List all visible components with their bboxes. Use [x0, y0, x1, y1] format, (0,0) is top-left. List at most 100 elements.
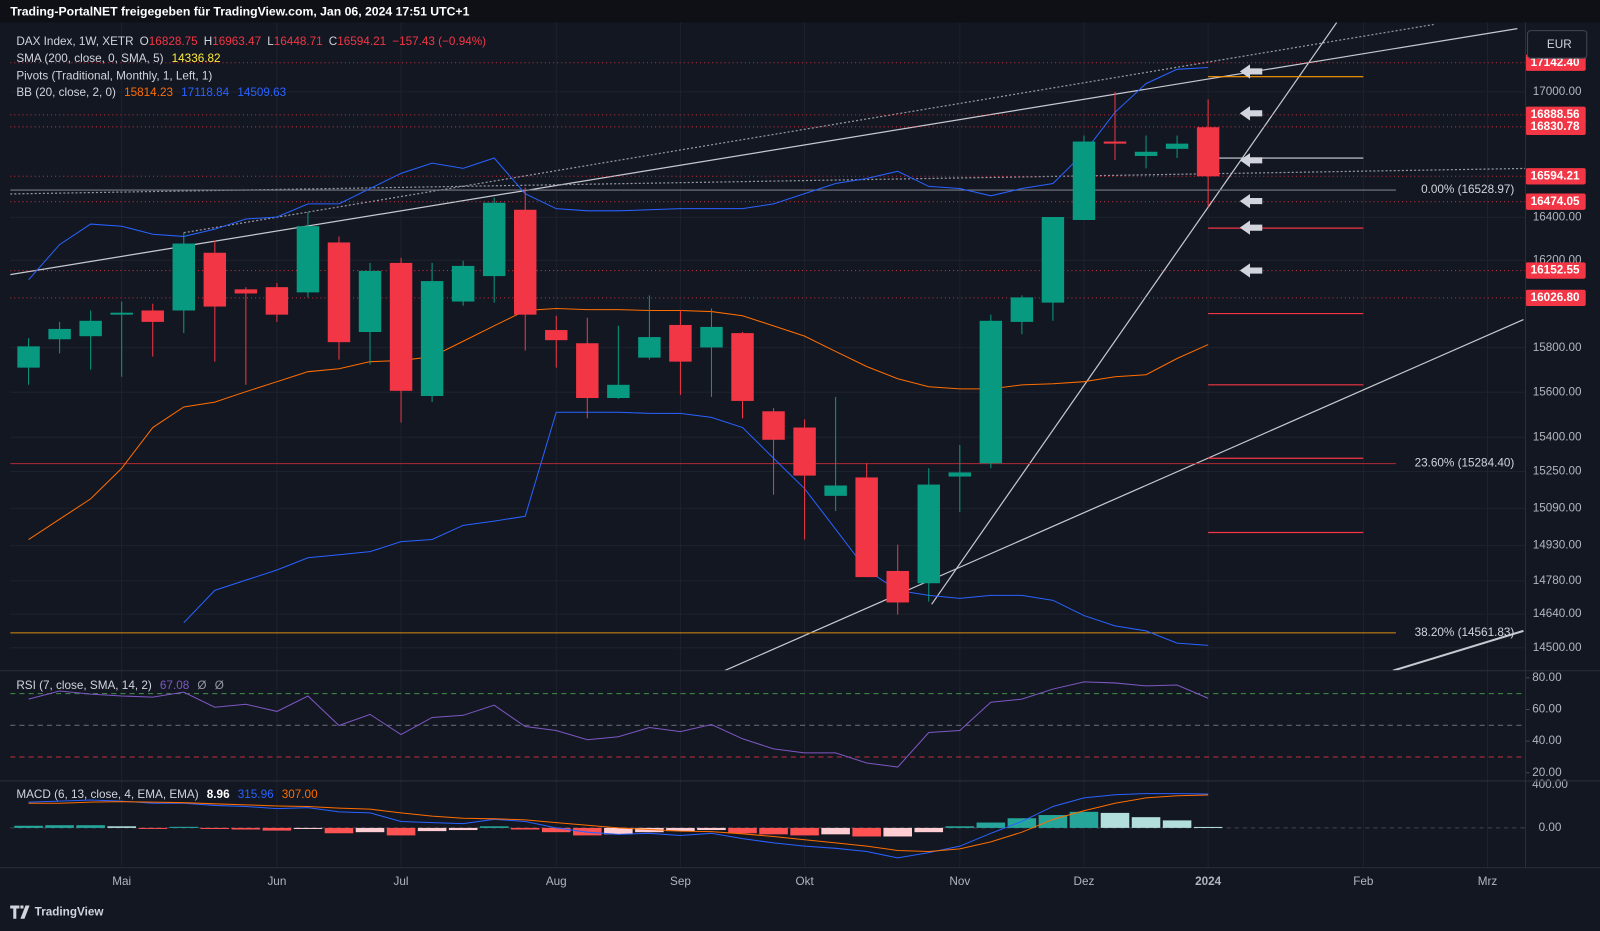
currency-label[interactable]: EUR [1547, 38, 1572, 51]
price-label: 16888.56 [1531, 108, 1580, 121]
macd-bar [448, 827, 478, 831]
trend-line [10, 27, 1518, 276]
legend-rsi: RSI (7, close, SMA, 14, 2) 67.08 Ø Ø [16, 679, 223, 692]
macd-bar [417, 827, 447, 832]
rsi-tick-label: 20.00 [1532, 766, 1562, 779]
legend-high: 16963.47 [212, 35, 261, 48]
x-tick-label: Feb [1353, 875, 1374, 888]
trend-line [724, 318, 1524, 671]
legend: DAX Index, 1W, XETR O16828.75 H16963.47 L 16… [16, 35, 486, 801]
candle-body [141, 310, 164, 322]
rsi-tick-label: 40.00 [1532, 734, 1562, 747]
macd-bar [510, 827, 540, 830]
arrow-icon [1239, 193, 1263, 209]
candle-body [979, 320, 1003, 464]
macd-bar [728, 827, 757, 834]
x-tick-label: Nov [949, 875, 970, 888]
axes: 17000.0016400.0016200.0015800.0015600.00… [112, 54, 1586, 888]
rsi-tick-label: 60.00 [1532, 703, 1562, 716]
legend-symbol: DAX Index, 1W, XETR [16, 35, 133, 48]
macd-bar [200, 827, 230, 829]
legend-bb-upper: 17118.84 [181, 86, 229, 99]
legend-rsi-extra: Ø [197, 679, 206, 692]
legend-bb: BB (20, close, 2, 0) 15814.23 17118.84 1450… [16, 86, 286, 99]
arrow-icon [1239, 153, 1263, 168]
currency-box[interactable] [1527, 30, 1588, 59]
x-tick-label: Jun [267, 875, 286, 888]
candle-body [296, 226, 320, 293]
y-tick-label: 15250.00 [1533, 465, 1582, 478]
y-tick-label: 15800.00 [1533, 341, 1582, 354]
candle-body [824, 485, 847, 496]
price-label: 16474.05 [1531, 195, 1580, 208]
macd-bar [107, 826, 136, 828]
legend-close: 16594.21 [337, 35, 386, 48]
legend-letter: C [329, 35, 338, 48]
candle-body [389, 262, 413, 391]
candle-body [1103, 141, 1127, 144]
fib-label: 0.00% (16528.97) [1421, 183, 1514, 196]
candle-body [172, 243, 195, 311]
legend-macd-title: MACD (6, 13, close, 4, EMA, EMA) [16, 788, 198, 801]
candle-body [1072, 141, 1096, 220]
price-label: 17142.40 [1531, 56, 1580, 69]
legend-letter: H [204, 35, 212, 48]
macd-bar [1131, 817, 1161, 828]
price-label: 16152.55 [1531, 264, 1580, 277]
x-tick-label: Jul [394, 875, 409, 888]
trend-line [931, 22, 1338, 605]
brand-logo [10, 905, 30, 919]
legend-letter: L [267, 35, 274, 48]
header-title: Trading-PortalNET freigegeben für Tradin… [10, 4, 469, 18]
legend-open: 16828.75 [149, 35, 198, 48]
candle-body [514, 209, 537, 315]
macd-bar [945, 826, 975, 828]
macd-bar [231, 827, 261, 830]
macd-bar [479, 826, 509, 828]
price-label-box [1525, 262, 1586, 279]
y-tick-label: 15090.00 [1533, 501, 1582, 514]
price-label-box [1525, 193, 1586, 210]
candle-body [576, 343, 599, 399]
fib-label: 38.20% (14561.83) [1415, 626, 1515, 639]
candle-body [917, 484, 940, 584]
overlay-line [183, 411, 1209, 646]
legend-sma-title: SMA (200, close, 0, SMA, 5) [16, 52, 163, 65]
legend-main: DAX Index, 1W, XETR O16828.75 H16963.47 L 16… [16, 35, 486, 48]
macd-bar [293, 827, 323, 829]
macd-bar [852, 827, 881, 837]
arrow-icon [1239, 220, 1263, 235]
arrow-icon [1239, 106, 1263, 121]
overlay-line [28, 307, 1209, 540]
candle-body [327, 242, 351, 343]
trend-line [1392, 629, 1524, 671]
price-label-box [1525, 118, 1586, 135]
currency-button[interactable]: EUR [1527, 30, 1588, 59]
candle-body [793, 427, 816, 476]
macd-line [28, 793, 1209, 859]
x-tick-label: Mrz [1478, 875, 1498, 888]
macd-bar [666, 827, 695, 832]
rsi-tick-label: 80.00 [1532, 671, 1562, 684]
macd-bar [138, 827, 168, 829]
candle-body [1165, 143, 1189, 149]
price-label: 16594.21 [1531, 169, 1580, 182]
legend-rsi-extra: Ø [215, 679, 224, 692]
arrows [1239, 64, 1263, 278]
legend-macd-line: 315.96 [238, 788, 274, 801]
legend-bb-lower: 14509.63 [237, 86, 286, 99]
legend-bb-basis: 15814.23 [124, 86, 173, 99]
legend-letter: O [140, 35, 149, 48]
macd-bar [790, 827, 819, 836]
x-tick-label: Dez [1074, 875, 1095, 888]
x-tick-label: 2024 [1195, 875, 1222, 888]
candle-body [731, 333, 754, 401]
y-tick-label: 17000.00 [1533, 85, 1582, 98]
candle-body [234, 289, 258, 294]
macd-bar [759, 827, 788, 835]
macd-tick-label: 0.00 [1539, 821, 1562, 834]
candle-body [482, 202, 506, 277]
macd-bar [1007, 818, 1037, 828]
fib-label: 23.60% (15284.40) [1415, 457, 1515, 470]
y-tick-label: 14930.00 [1533, 539, 1582, 552]
